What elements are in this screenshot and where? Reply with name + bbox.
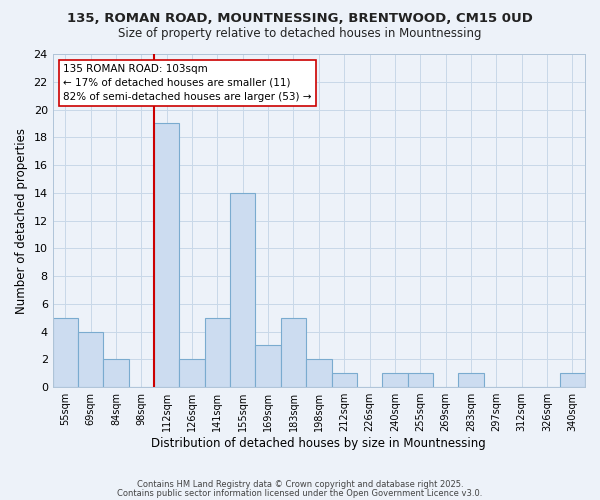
- Bar: [53, 318, 78, 387]
- Bar: [78, 332, 103, 387]
- Bar: [407, 373, 433, 387]
- Text: Contains public sector information licensed under the Open Government Licence v3: Contains public sector information licen…: [118, 488, 482, 498]
- Text: 135 ROMAN ROAD: 103sqm
← 17% of detached houses are smaller (11)
82% of semi-det: 135 ROMAN ROAD: 103sqm ← 17% of detached…: [64, 64, 312, 102]
- Text: 135, ROMAN ROAD, MOUNTNESSING, BRENTWOOD, CM15 0UD: 135, ROMAN ROAD, MOUNTNESSING, BRENTWOOD…: [67, 12, 533, 26]
- Bar: [332, 373, 357, 387]
- Bar: [306, 360, 332, 387]
- Text: Size of property relative to detached houses in Mountnessing: Size of property relative to detached ho…: [118, 28, 482, 40]
- Bar: [103, 360, 129, 387]
- Y-axis label: Number of detached properties: Number of detached properties: [15, 128, 28, 314]
- Bar: [230, 193, 256, 387]
- X-axis label: Distribution of detached houses by size in Mountnessing: Distribution of detached houses by size …: [151, 437, 486, 450]
- Bar: [205, 318, 230, 387]
- Bar: [179, 360, 205, 387]
- Bar: [458, 373, 484, 387]
- Bar: [256, 346, 281, 387]
- Bar: [382, 373, 407, 387]
- Bar: [281, 318, 306, 387]
- Text: Contains HM Land Registry data © Crown copyright and database right 2025.: Contains HM Land Registry data © Crown c…: [137, 480, 463, 489]
- Bar: [560, 373, 585, 387]
- Bar: [154, 124, 179, 387]
